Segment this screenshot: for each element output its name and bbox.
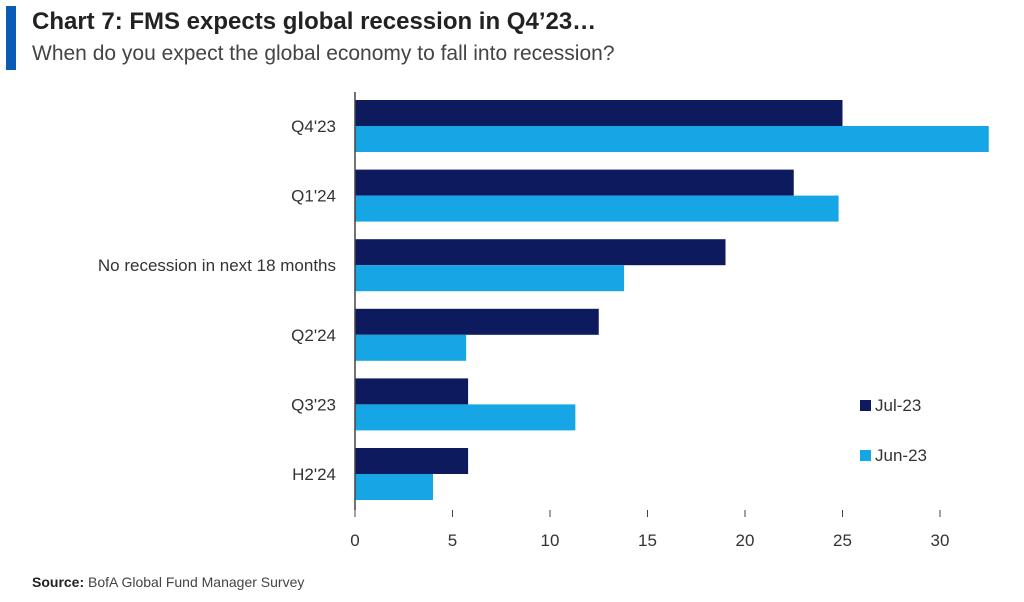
- bar-jun-23-q1-24: [355, 195, 839, 222]
- source-note: Source: BofA Global Fund Manager Survey: [32, 574, 304, 590]
- legend-label-jul-23: Jul-23: [875, 396, 921, 415]
- legend-swatch-jun-23: [860, 450, 871, 461]
- bar-jun-23-q3-23: [355, 404, 576, 431]
- x-tick-label-20: 20: [736, 531, 755, 550]
- category-label-q3-23: Q3'23: [291, 395, 336, 414]
- category-label-h2-24: H2'24: [292, 465, 336, 484]
- bar-jul-23-q3-23: [355, 378, 469, 405]
- source-label: Source:: [32, 574, 85, 590]
- category-label-q1-24: Q1'24: [291, 187, 336, 206]
- bar-jul-23-q1-24: [355, 169, 794, 196]
- legend-swatch-jul-23: [860, 400, 871, 411]
- legend-label-jun-23: Jun-23: [875, 446, 927, 465]
- x-tick-label-15: 15: [638, 531, 657, 550]
- x-tick-label-30: 30: [931, 531, 950, 550]
- x-tick-label-10: 10: [541, 531, 560, 550]
- bar-jun-23-q2-24: [355, 334, 467, 361]
- bar-jul-23-no-recession-in-next-18-months: [355, 239, 726, 266]
- bar-jun-23-no-recession-in-next-18-months: [355, 265, 625, 292]
- category-label-q2-24: Q2'24: [291, 326, 336, 345]
- x-tick-label-0: 0: [350, 531, 359, 550]
- bar-jul-23-h2-24: [355, 448, 469, 474]
- category-label-no-recession-in-next-18-months: No recession in next 18 months: [98, 256, 336, 275]
- category-label-q4-23: Q4'23: [291, 117, 336, 136]
- x-tick-label-25: 25: [833, 531, 852, 550]
- chart-title: Chart 7: FMS expects global recession in…: [32, 8, 597, 35]
- title-accent-bar: [6, 6, 16, 70]
- bar-jun-23-h2-24: [355, 474, 433, 500]
- bar-jul-23-q4-23: [355, 100, 843, 126]
- source-text: BofA Global Fund Manager Survey: [88, 574, 305, 590]
- bar-jun-23-q4-23: [355, 126, 989, 152]
- chart-subtitle: When do you expect the global economy to…: [32, 42, 615, 65]
- bar-jul-23-q2-24: [355, 308, 599, 335]
- x-tick-label-5: 5: [448, 531, 457, 550]
